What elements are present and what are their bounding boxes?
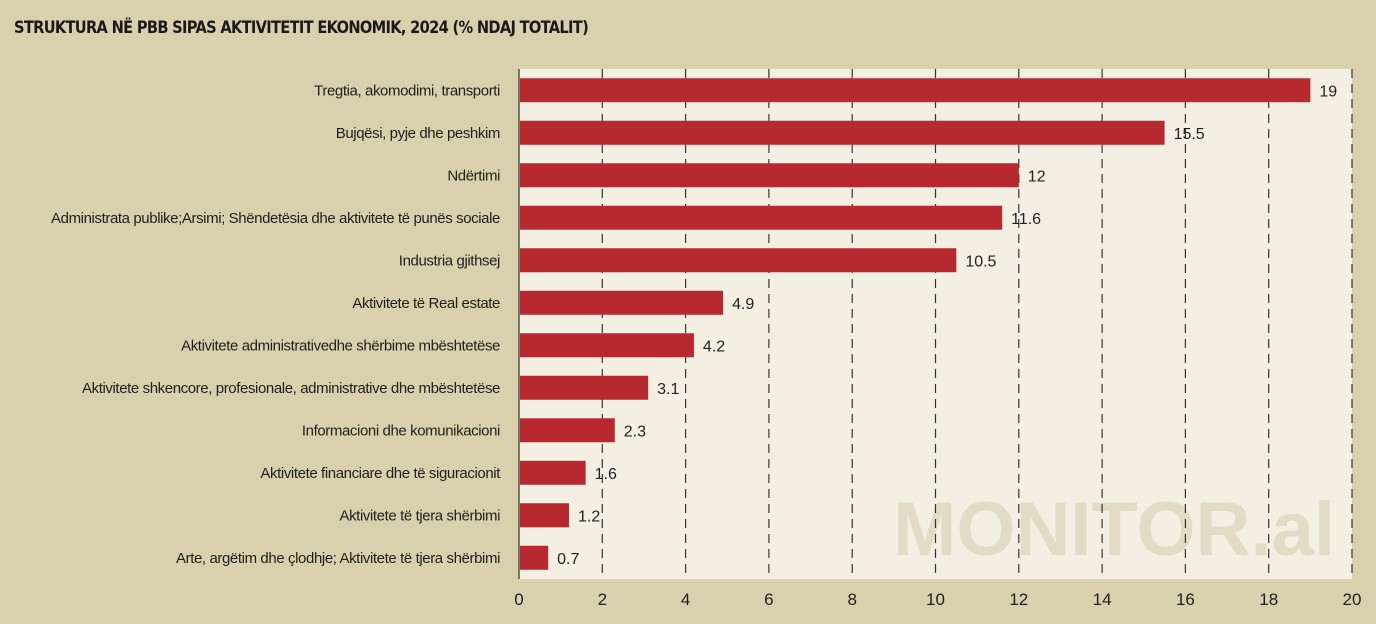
x-tick-label: 0 bbox=[514, 590, 523, 609]
x-tick-label: 20 bbox=[1343, 590, 1362, 609]
data-label: 11.6 bbox=[1011, 211, 1041, 228]
x-tick-label: 6 bbox=[764, 590, 773, 609]
x-tick-label: 4 bbox=[681, 590, 690, 609]
category-label: Aktivitete të tjera shërbimi bbox=[339, 507, 500, 524]
x-tick-label: 10 bbox=[926, 590, 945, 609]
x-tick-label: 18 bbox=[1259, 590, 1278, 609]
x-tick-label: 8 bbox=[847, 590, 856, 609]
category-label: Aktivitete financiare dhe të siguracioni… bbox=[260, 465, 501, 482]
category-label: Tregtia, akomodimi, transporti bbox=[314, 82, 500, 99]
data-label: 12 bbox=[1028, 168, 1046, 185]
x-tick-label: 12 bbox=[1009, 590, 1028, 609]
category-label: Ndërtimi bbox=[447, 167, 500, 184]
watermark: MONITOR.al bbox=[893, 487, 1335, 572]
category-label: Aktivitete të Real estate bbox=[352, 295, 500, 312]
bar bbox=[520, 545, 549, 570]
category-label: Informacioni dhe komunikacioni bbox=[302, 422, 500, 439]
bar bbox=[520, 78, 1311, 103]
bar bbox=[520, 333, 694, 358]
bar bbox=[520, 460, 586, 485]
data-label: 3.1 bbox=[657, 381, 679, 398]
data-label: 10.5 bbox=[965, 253, 996, 270]
data-label: 15.5 bbox=[1174, 126, 1205, 143]
category-label: Aktivitete administrativedhe shërbime mb… bbox=[181, 337, 500, 354]
bar bbox=[520, 418, 615, 443]
data-label: 0.7 bbox=[557, 551, 579, 568]
bar bbox=[520, 503, 569, 528]
data-label: 1.6 bbox=[595, 466, 617, 483]
category-label: Industria gjithsej bbox=[399, 252, 500, 269]
chart-title: STRUKTURA NË PBB SIPAS AKTIVITETIT EKONO… bbox=[14, 18, 589, 38]
data-label: 4.2 bbox=[703, 338, 725, 355]
bar bbox=[520, 248, 957, 273]
category-label: Administrata publike;Arsimi; Shëndetësia… bbox=[51, 210, 500, 227]
bar bbox=[520, 120, 1165, 145]
bar bbox=[520, 163, 1019, 188]
bar bbox=[520, 375, 649, 400]
x-tick-label: 2 bbox=[598, 590, 607, 609]
data-label: 19 bbox=[1319, 83, 1337, 100]
data-label: 4.9 bbox=[732, 296, 754, 313]
bar bbox=[520, 205, 1003, 230]
x-tick-label: 14 bbox=[1093, 590, 1112, 609]
data-label: 2.3 bbox=[624, 423, 646, 440]
x-tick-label: 16 bbox=[1176, 590, 1195, 609]
data-label: 1.2 bbox=[578, 508, 600, 525]
category-label: Aktivitete shkencore, profesionale, admi… bbox=[82, 380, 500, 397]
category-label: Arte, argëtim dhe çlodhje; Aktivitete të… bbox=[176, 550, 500, 567]
category-label: Bujqësi, pyje dhe peshkim bbox=[336, 125, 500, 142]
bar bbox=[520, 290, 724, 315]
